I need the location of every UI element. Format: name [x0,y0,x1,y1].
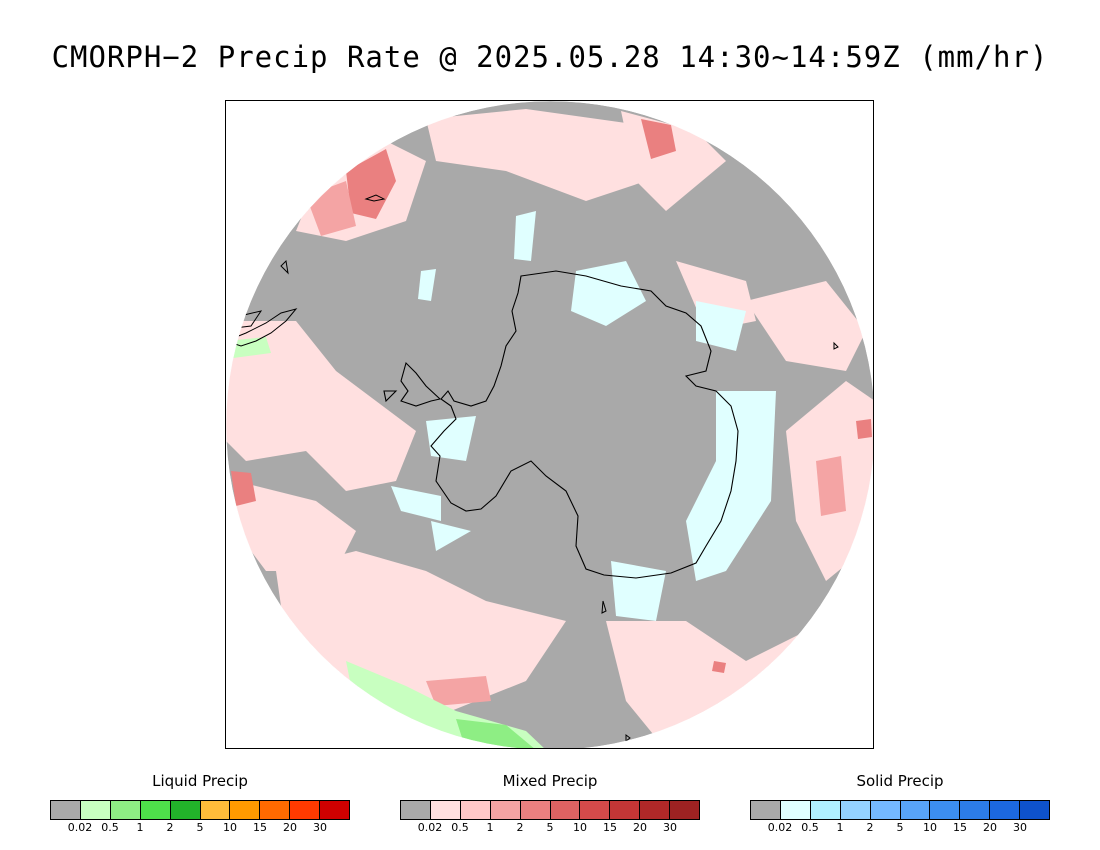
legend-swatch-5 [200,801,231,819]
color-bar [400,800,700,820]
legend-tick-label: 10 [223,821,237,834]
legend-mixed: Mixed Precip 0.02 0.5 1 2 5 10 15 20 30 [400,772,700,834]
legend-swatch-1 [430,801,461,819]
legend-swatch-9 [320,801,350,819]
legend-swatch-9 [670,801,700,819]
legend-tick-label: 0.5 [801,821,819,834]
legend-tick-label: 0.02 [67,821,93,834]
legend-tick-label: 20 [633,821,647,834]
legend-swatch-7 [260,801,291,819]
legend-tick-label: 0.5 [101,821,119,834]
legend-title: Liquid Precip [152,772,248,790]
legend-tick-label: 30 [1013,821,1027,834]
legend-swatch-3 [840,801,871,819]
mixed-precip-heavy [231,119,872,673]
solid-precip-areas [391,211,776,621]
legend-tick-label: 20 [983,821,997,834]
legend-tick-label: 10 [573,821,587,834]
legend-swatch-2 [810,801,841,819]
legend-swatch-8 [640,801,671,819]
polar-map-canvas [226,101,873,748]
legend-title: Solid Precip [856,772,944,790]
legend-swatch-1 [780,801,811,819]
legend-swatch-0 [751,801,781,819]
legend-swatch-5 [550,801,581,819]
legend-swatch-8 [990,801,1021,819]
chart-title: CMORPH−2 Precip Rate @ 2025.05.28 14:30~… [51,40,1049,74]
tick-labels: 0.02 0.5 1 2 5 10 15 20 30 [750,820,1050,834]
polar-map[interactable] [225,100,874,749]
legend-tick-label: 0.02 [417,821,443,834]
legend-swatch-5 [900,801,931,819]
legend-tick-label: 2 [866,821,874,834]
legend-tick-label: 30 [663,821,677,834]
legend-liquid: Liquid Precip 0.02 0.5 1 2 5 10 15 20 30 [50,772,350,834]
legend-tick-label: 1 [136,821,144,834]
legend-swatch-3 [490,801,521,819]
legend-tick-label: 30 [313,821,327,834]
legend-swatch-4 [870,801,901,819]
legend-title: Mixed Precip [502,772,598,790]
antarctica-coastline [430,270,739,579]
legend-solid: Solid Precip 0.02 0.5 1 2 5 10 15 20 30 [750,772,1050,834]
legend-tick-label: 10 [923,821,937,834]
legend-swatch-4 [520,801,551,819]
legend-tick-label: 1 [486,821,494,834]
legend-swatch-1 [80,801,111,819]
tick-labels: 0.02 0.5 1 2 5 10 15 20 30 [400,820,700,834]
legend-tick-label: 15 [253,821,267,834]
legend-swatch-9 [1020,801,1050,819]
legend-swatch-6 [230,801,261,819]
legend-swatch-7 [960,801,991,819]
legend-tick-label: 15 [953,821,967,834]
tick-labels: 0.02 0.5 1 2 5 10 15 20 30 [50,820,350,834]
south-georgia-coastline [364,194,386,202]
legend-swatch-7 [610,801,641,819]
island-coastlines [280,259,839,742]
legend-tick-label: 5 [546,821,554,834]
legend-swatch-4 [170,801,201,819]
legend-tick-label: 2 [166,821,174,834]
legend-swatch-0 [401,801,431,819]
legend-tick-label: 0.5 [451,821,469,834]
color-bar [750,800,1050,820]
legend-swatch-2 [110,801,141,819]
legend-tick-label: 2 [516,821,524,834]
legend-swatch-6 [580,801,611,819]
legend-swatch-3 [140,801,171,819]
legend-swatch-0 [51,801,81,819]
legend-tick-label: 15 [603,821,617,834]
antarctic-peninsula-coastline [383,361,442,407]
legend-tick-label: 5 [896,821,904,834]
legend-swatch-8 [290,801,321,819]
legend-tick-label: 5 [196,821,204,834]
legend-tick-label: 1 [836,821,844,834]
legend-tick-label: 0.02 [767,821,793,834]
legend-swatch-2 [460,801,491,819]
color-bar [50,800,350,820]
legend-tick-label: 20 [283,821,297,834]
legend-swatch-6 [930,801,961,819]
